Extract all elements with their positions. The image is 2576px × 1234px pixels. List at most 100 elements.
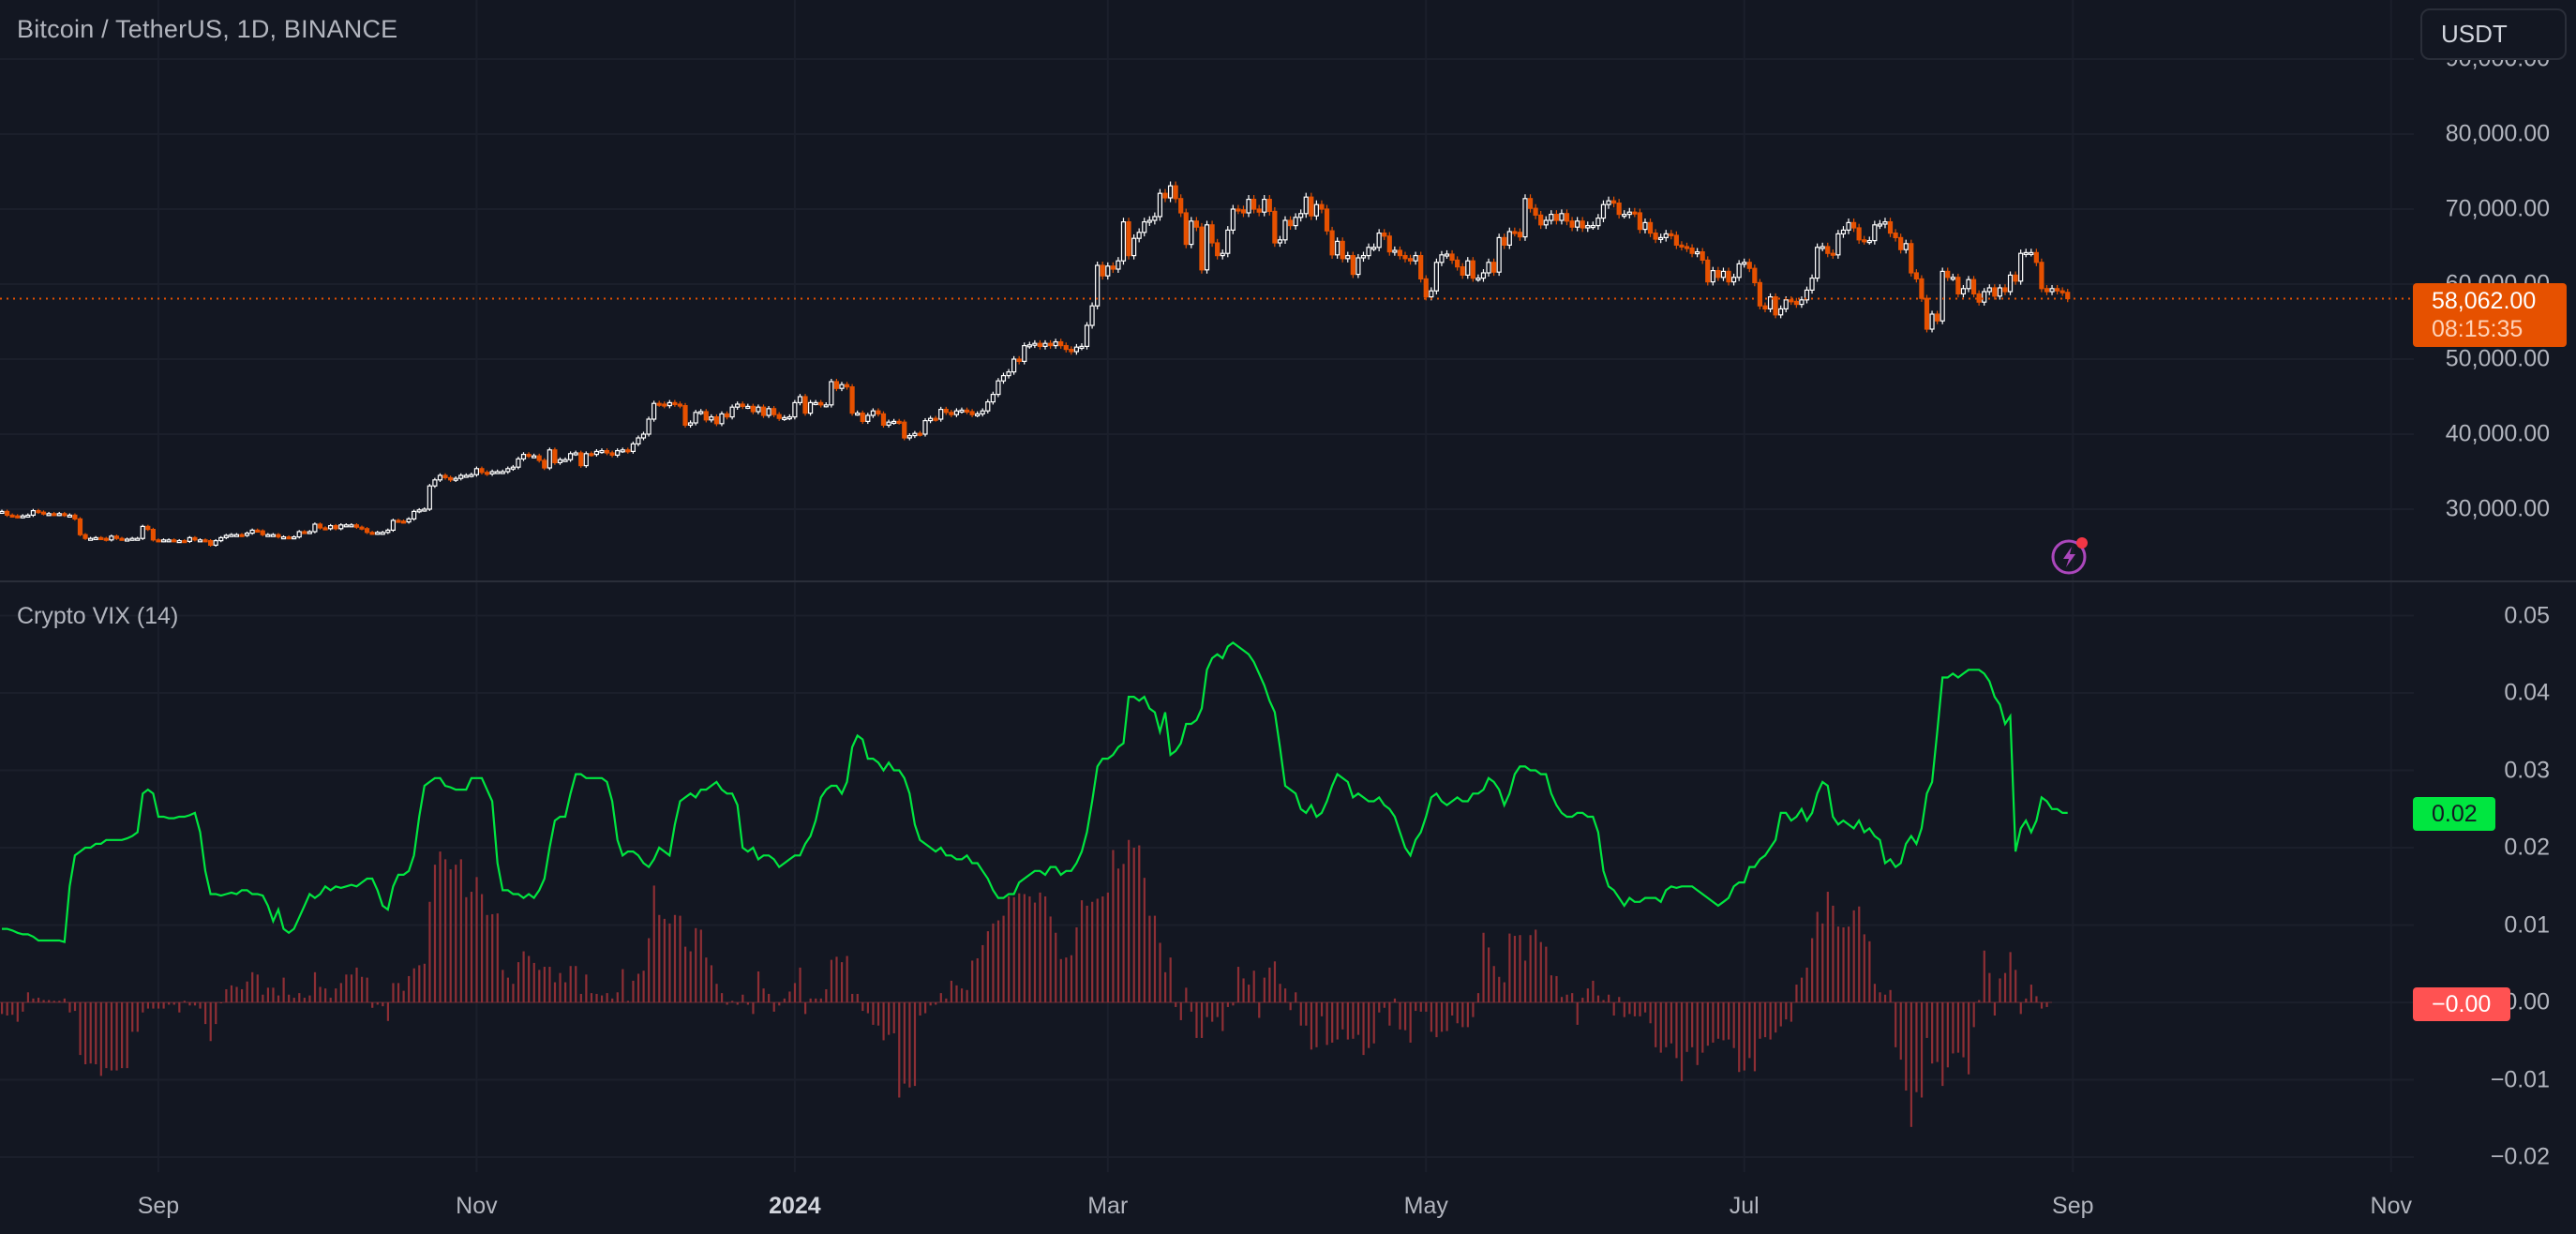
histogram-bar <box>392 983 395 1002</box>
candle <box>1960 284 1967 298</box>
bar-countdown: 08:15:35 <box>2432 316 2524 342</box>
candle <box>896 418 902 425</box>
candle-body <box>933 417 938 421</box>
candle-body <box>1637 212 1643 231</box>
candle-body <box>1345 255 1351 260</box>
candle <box>1079 343 1085 351</box>
candle-body <box>959 409 965 413</box>
histogram-bar <box>1983 950 1985 1002</box>
candle-body <box>1392 249 1398 253</box>
indicator-title[interactable]: Crypto VIX (14) <box>17 603 179 629</box>
candle-body <box>912 432 918 437</box>
candle <box>1193 217 1199 232</box>
candle-body <box>975 413 981 416</box>
histogram-bar <box>1362 1002 1365 1056</box>
candle <box>1976 290 1982 306</box>
candle <box>1595 214 1601 230</box>
candle <box>4 509 10 518</box>
candle <box>40 510 47 516</box>
histogram-bar <box>835 956 838 1002</box>
candle <box>1470 257 1475 282</box>
candle-body <box>1726 270 1731 283</box>
histogram-bar <box>240 988 244 1002</box>
time-tick-label: Nov <box>456 1193 498 1219</box>
candle-body <box>802 396 808 414</box>
histogram-bar <box>152 1002 155 1009</box>
candle <box>1116 257 1121 273</box>
histogram-bar <box>6 1002 8 1016</box>
candle-body <box>636 437 641 445</box>
histogram-bar <box>1988 972 1991 1002</box>
candle-body <box>672 401 678 405</box>
candle <box>1376 229 1382 251</box>
histogram-bar <box>168 1002 171 1005</box>
candle-body <box>1512 231 1518 234</box>
candle <box>317 522 323 530</box>
candle <box>724 411 730 420</box>
candle <box>447 475 454 482</box>
candle <box>1444 249 1450 259</box>
candle <box>1767 293 1774 313</box>
histogram-bar <box>1263 977 1266 1002</box>
candle-body <box>364 528 370 534</box>
candle-body <box>1689 248 1695 254</box>
histogram-bar <box>1956 1002 1960 1053</box>
candle <box>516 457 521 470</box>
histogram-bar <box>668 923 671 1002</box>
histogram-bar <box>1461 1002 1464 1028</box>
histogram-bar <box>626 1001 629 1002</box>
histogram-bar <box>22 1002 24 1012</box>
candle-body <box>880 413 887 426</box>
histogram-bar <box>1883 994 1887 1002</box>
candle-body <box>844 384 850 388</box>
histogram-bar <box>1472 1002 1475 1017</box>
candle-body <box>792 401 798 418</box>
candle-body <box>1069 349 1074 353</box>
candle <box>1793 297 1799 308</box>
histogram-bar <box>42 1000 45 1002</box>
candle-body <box>1460 266 1465 277</box>
candle <box>1230 204 1236 234</box>
lightning-bolt-circle-icon[interactable] <box>2049 534 2090 576</box>
histogram-bar <box>1482 932 1485 1002</box>
candle <box>771 406 777 417</box>
candle <box>1549 210 1554 225</box>
candle-body <box>1418 255 1424 280</box>
candle <box>150 527 156 542</box>
candle-body <box>615 450 621 457</box>
candle <box>1282 216 1288 245</box>
histogram-bar <box>475 877 478 1002</box>
candle <box>1684 242 1690 252</box>
histogram-bar <box>788 991 791 1002</box>
histogram-bar <box>971 960 974 1002</box>
candle-body <box>1439 254 1445 263</box>
histogram-bar <box>1931 1002 1934 1064</box>
histogram-bar <box>986 931 989 1002</box>
symbol-title[interactable]: Bitcoin / TetherUS, 1D, BINANCE <box>17 15 398 43</box>
candle <box>1663 230 1669 242</box>
candle <box>369 531 375 535</box>
candle <box>1298 209 1304 222</box>
candle <box>2049 284 2055 295</box>
candle <box>1465 257 1471 279</box>
candle-body <box>709 416 714 421</box>
candle <box>1266 195 1272 216</box>
candle <box>52 511 57 517</box>
histogram-bar <box>548 967 551 1002</box>
candle-body <box>823 404 829 408</box>
candle <box>1329 226 1335 259</box>
candle <box>1893 229 1898 242</box>
histogram-bar <box>1962 1002 1965 1058</box>
histogram-bar <box>590 993 593 1002</box>
candle-body <box>1606 200 1611 205</box>
candle <box>1011 355 1017 375</box>
candle <box>473 466 480 477</box>
candle <box>922 417 928 437</box>
candle-body <box>124 538 130 542</box>
candle <box>1622 210 1627 219</box>
histogram-bar <box>178 1002 181 1013</box>
histogram-bar <box>313 971 317 1002</box>
currency-button[interactable]: USDT <box>2420 8 2567 60</box>
candle <box>1382 229 1387 241</box>
